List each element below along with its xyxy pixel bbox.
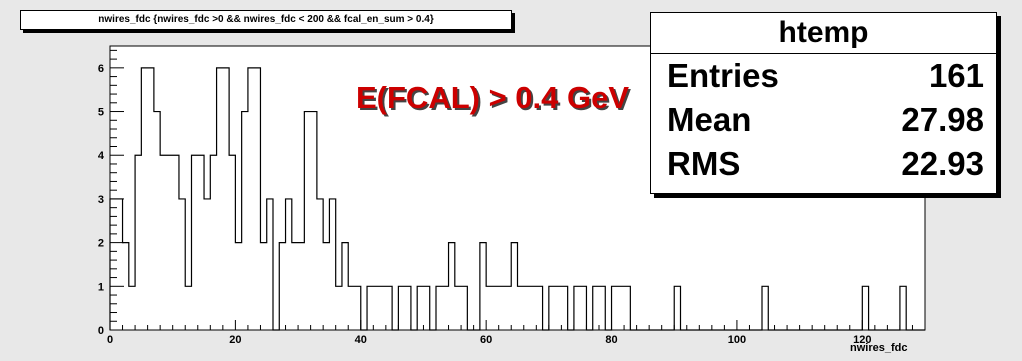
stats-row-rms: RMS 22.93 [651, 142, 996, 186]
stats-value: 161 [928, 57, 984, 94]
stats-row-entries: Entries 161 [651, 54, 996, 98]
x-tick-label: 100 [728, 334, 746, 346]
stats-box: htemp Entries 161 Mean 27.98 RMS 22.93 [650, 12, 997, 194]
histogram-title: nwires_fdc {nwires_fdc >0 && nwires_fdc … [20, 10, 512, 30]
x-tick-label: 80 [605, 334, 617, 346]
y-tick-label: 1 [98, 281, 104, 293]
stats-value: 27.98 [901, 101, 984, 138]
stats-label: Mean [667, 101, 752, 138]
x-axis-label: nwires_fdc [850, 342, 908, 354]
y-tick-label: 3 [98, 194, 104, 206]
x-tick-label: 120 [853, 334, 871, 346]
x-tick-label: 40 [355, 334, 367, 346]
y-tick-label: 2 [98, 238, 104, 250]
x-axis: 0 20 40 60 80 100 120 [107, 320, 926, 346]
x-tick-label: 60 [480, 334, 492, 346]
y-tick-label: 5 [98, 107, 104, 119]
stats-row-mean: Mean 27.98 [651, 98, 996, 142]
x-tick-label: 20 [229, 334, 241, 346]
energy-cut-annotation: E(FCAL) > 0.4 GeV [356, 80, 630, 115]
y-tick-label: 6 [98, 63, 104, 75]
stats-label: RMS [667, 145, 741, 182]
y-tick-label: 4 [98, 150, 105, 162]
y-tick-label: 0 [98, 325, 104, 337]
y-axis: 0 1 2 3 4 5 6 [98, 46, 124, 337]
x-tick-label: 0 [107, 334, 113, 346]
stats-label: Entries [667, 57, 779, 94]
stats-value: 22.93 [901, 145, 984, 182]
stats-name: htemp [651, 13, 996, 54]
